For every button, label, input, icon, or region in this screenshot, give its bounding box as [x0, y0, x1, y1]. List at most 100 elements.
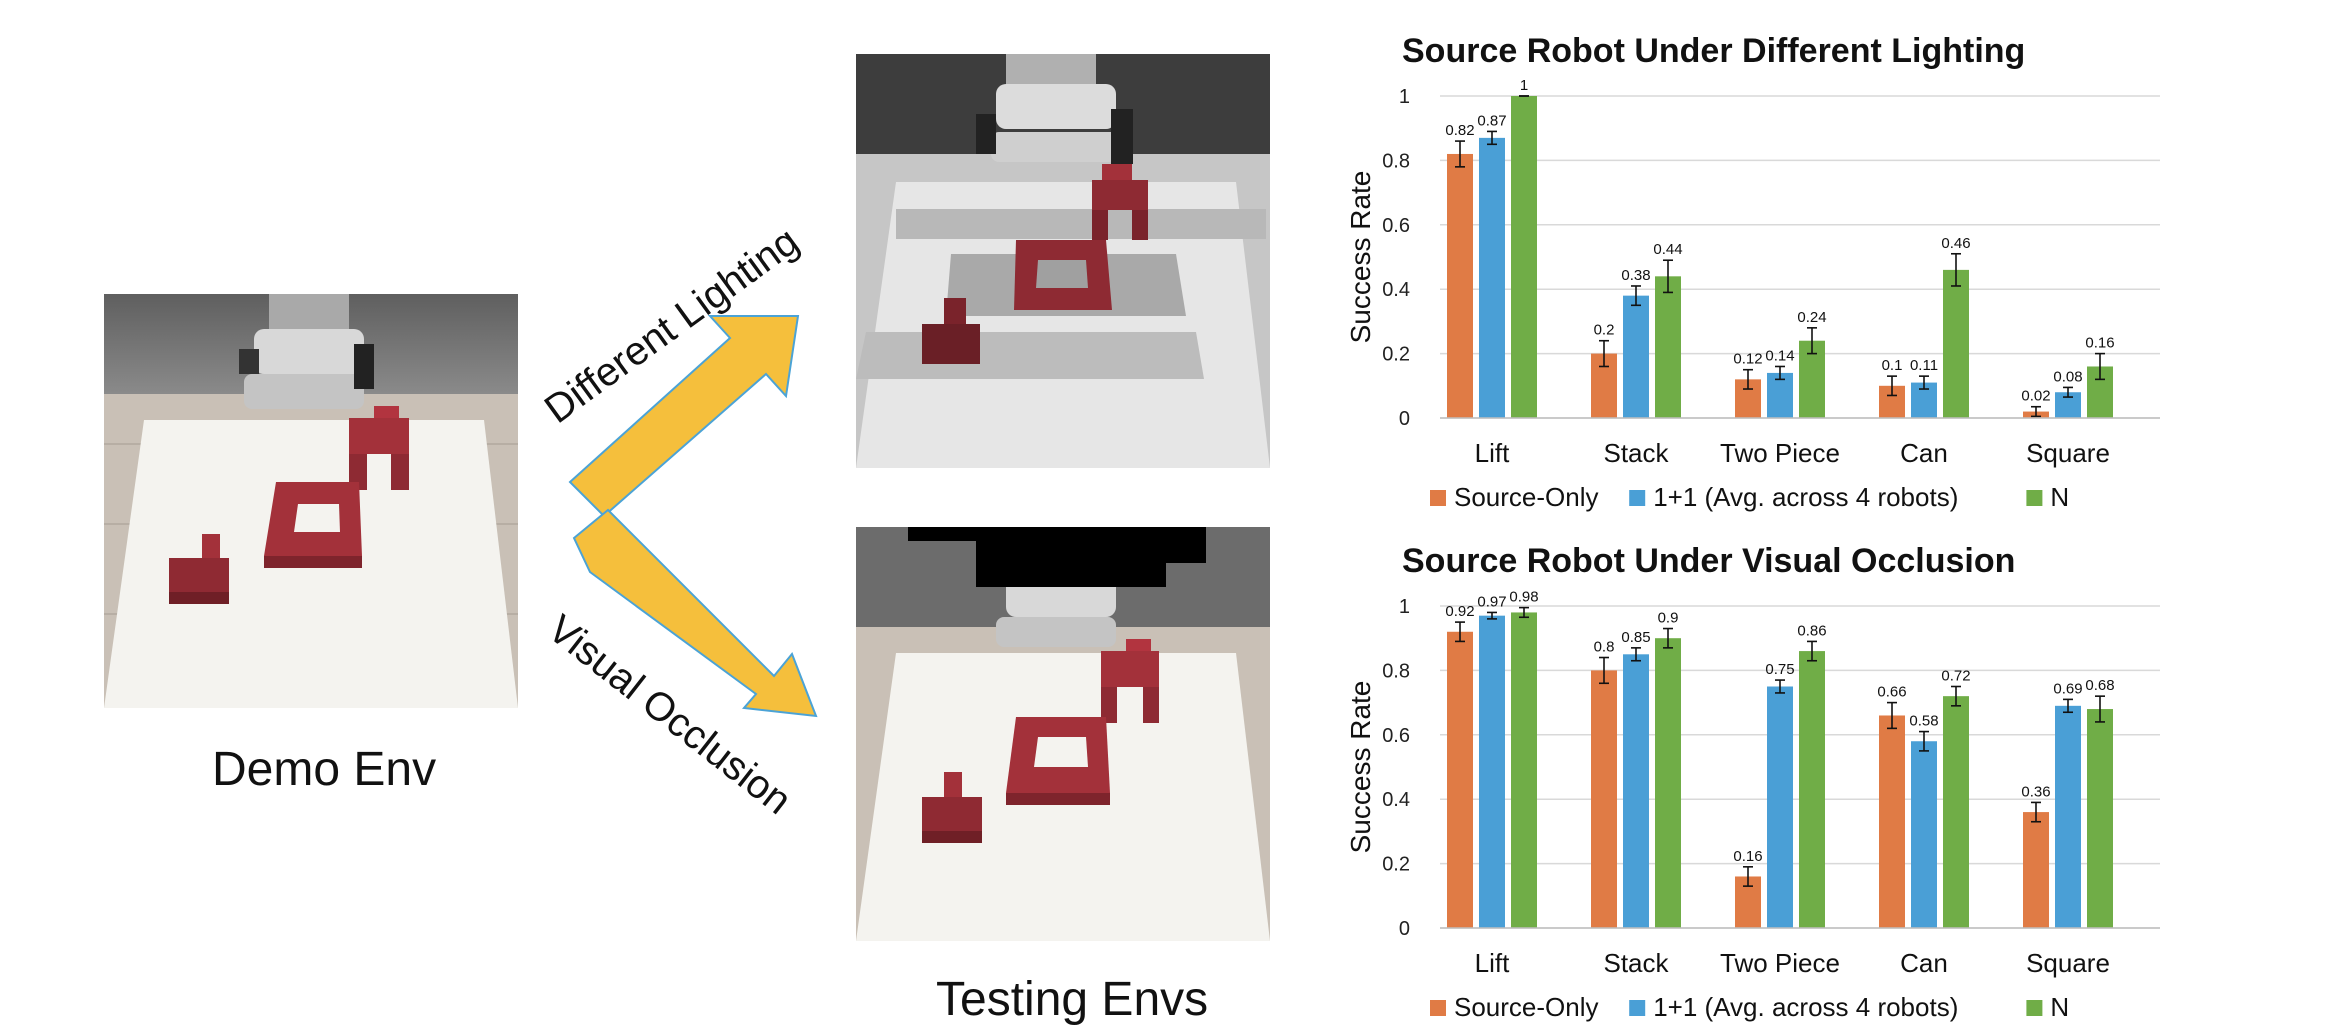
arrow-down-icon: [572, 508, 818, 718]
chart-title: Source Robot Under Different Lighting: [1402, 32, 2025, 70]
data-label: 0.75: [1765, 661, 1794, 678]
legend-swatch: [1629, 490, 1646, 506]
data-label: 0.72: [1941, 668, 1970, 685]
y-axis-label: Success Rate: [1345, 171, 1376, 344]
y-tick-label: 0.6: [1382, 725, 1410, 747]
bar: [2055, 705, 2081, 928]
x-tick-label: Stack: [1603, 948, 1669, 978]
bar: [1655, 276, 1681, 418]
y-tick-label: 0.8: [1382, 150, 1410, 172]
data-label: 0.11: [1910, 357, 1938, 374]
testing-env-lighting-image: [856, 54, 1270, 468]
data-label: 0.24: [1797, 309, 1826, 326]
y-tick-label: 0.2: [1382, 344, 1410, 366]
legend-swatch: [1430, 490, 1446, 506]
y-tick-label: 0.2: [1382, 854, 1410, 876]
data-label: 0.8: [1594, 639, 1615, 656]
testing-envs-label: Testing Envs: [936, 973, 1209, 1026]
y-tick-label: 1: [1399, 86, 1410, 108]
demo-env-image: [104, 294, 518, 708]
data-label: 0.1: [1882, 357, 1903, 374]
data-label: 1: [1520, 77, 1528, 94]
data-label: 0.87: [1477, 112, 1506, 129]
data-label: 0.92: [1445, 603, 1474, 620]
data-label: 0.02: [2021, 388, 2050, 405]
chart-occlusion: Source Robot Under Visual Occlusion 0 0.2 0…: [1320, 530, 2180, 1028]
data-label: 0.9: [1658, 610, 1679, 627]
data-label: 0.58: [1909, 713, 1938, 730]
data-label: 0.46: [1941, 235, 1970, 252]
x-tick-label: Can: [1900, 438, 1948, 468]
data-label: 0.97: [1477, 593, 1506, 610]
legend-entry: 1+1 (Avg. across 4 robots): [1653, 992, 1958, 1022]
bar: [1479, 137, 1505, 419]
x-tick-label: Lift: [1475, 438, 1510, 468]
data-label: 0.16: [1733, 848, 1762, 865]
y-tick-label: 0.6: [1382, 215, 1410, 237]
data-label: 0.85: [1621, 629, 1650, 646]
legend-swatch: [1430, 1000, 1446, 1016]
y-tick-label: 1: [1399, 596, 1410, 618]
occlusion-block: [908, 527, 1206, 587]
bar: [1511, 96, 1537, 418]
chart-occlusion-svg: Source Robot Under Visual Occlusion 0 0.2 0…: [1345, 542, 2160, 1022]
bar: [1911, 741, 1937, 928]
legend-entry: N: [2050, 992, 2069, 1022]
x-tick-label: Two Piece: [1720, 438, 1840, 468]
bar: [1591, 670, 1617, 928]
bar: [1623, 295, 1649, 418]
x-tick-label: Square: [2026, 948, 2110, 978]
x-tick-label: Stack: [1603, 438, 1669, 468]
legend-entry: Source-Only: [1454, 992, 1599, 1022]
bar: [1447, 153, 1473, 418]
bar: [1879, 715, 1905, 928]
bar: [2087, 709, 2113, 928]
y-tick-label: 0.4: [1382, 279, 1410, 301]
arrow-up-icon: [568, 315, 800, 518]
bar: [1767, 686, 1793, 928]
bar: [1767, 372, 1793, 418]
y-axis-label: Success Rate: [1345, 681, 1376, 854]
data-label: 0.16: [2085, 335, 2114, 352]
legend-entry: 1+1 (Avg. across 4 robots): [1653, 482, 1958, 512]
bar: [1447, 631, 1473, 928]
legend-swatch: [1629, 1000, 1646, 1016]
bar: [1943, 269, 1969, 418]
legend-swatch: [2026, 490, 2043, 506]
x-tick-label: Two Piece: [1720, 948, 1840, 978]
x-tick-label: Lift: [1475, 948, 1510, 978]
chart-lighting-svg: Source Robot Under Different Lighting 0 0.…: [1345, 32, 2160, 512]
data-label: 0.12: [1733, 351, 1762, 368]
y-tick-label: 0.8: [1382, 660, 1410, 682]
data-label: 0.82: [1445, 122, 1474, 139]
bar: [1943, 696, 1969, 928]
data-label: 0.98: [1509, 589, 1538, 606]
testing-env-occlusion-image: [856, 527, 1270, 941]
y-tick-label: 0.4: [1382, 789, 1410, 811]
bar: [1655, 638, 1681, 928]
data-label: 0.66: [1877, 684, 1906, 701]
data-label: 0.14: [1765, 347, 1794, 364]
data-label: 0.68: [2085, 677, 2114, 694]
legend-swatch: [2026, 1000, 2043, 1016]
arrows: [560, 300, 820, 720]
data-label: 0.36: [2021, 783, 2050, 800]
legend-entry: N: [2050, 482, 2069, 512]
bar: [2023, 812, 2049, 928]
bar: [1623, 654, 1649, 928]
bar: [1799, 651, 1825, 928]
data-label: 0.38: [1621, 267, 1650, 284]
x-tick-label: Square: [2026, 438, 2110, 468]
bar: [1479, 615, 1505, 928]
y-tick-label: 0: [1399, 408, 1410, 430]
bar: [1511, 612, 1537, 928]
chart-title: Source Robot Under Visual Occlusion: [1402, 542, 2015, 580]
y-tick-label: 0: [1399, 918, 1410, 940]
legend-entry: Source-Only: [1454, 482, 1599, 512]
data-label: 0.44: [1653, 241, 1682, 258]
data-label: 0.86: [1797, 622, 1826, 639]
data-label: 0.2: [1594, 322, 1615, 339]
demo-env-label: Demo Env: [212, 743, 437, 796]
x-tick-label: Can: [1900, 948, 1948, 978]
data-label: 0.69: [2053, 680, 2082, 697]
